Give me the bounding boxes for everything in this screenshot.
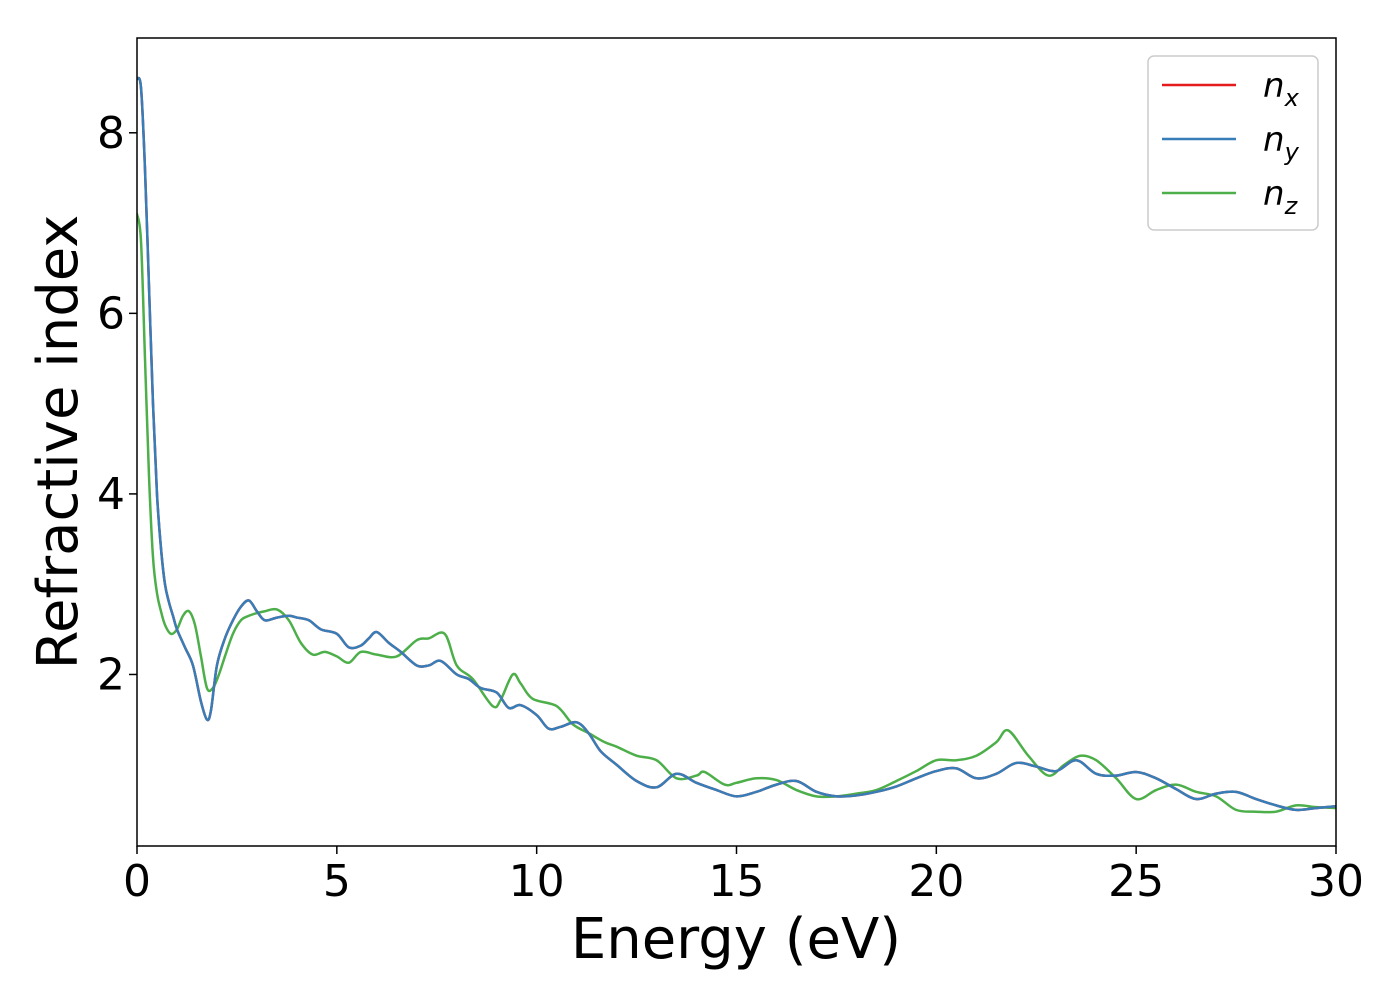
y-tick-label: 8	[97, 108, 125, 159]
legend: nx ny nz	[1147, 55, 1319, 231]
legend-box	[1147, 55, 1319, 231]
x-tick-label: 10	[509, 856, 565, 907]
y-tick-label: 6	[97, 288, 125, 339]
series-line-nz	[137, 212, 1336, 814]
x-tick-label: 15	[709, 856, 765, 907]
legend-label-nx: nx	[1263, 66, 1300, 112]
y-tick-label: 2	[97, 649, 125, 700]
legend-label-ny: ny	[1263, 120, 1300, 166]
x-axis: 0 5 10 15 20 25 30	[123, 846, 1364, 907]
x-tick-label: 0	[123, 856, 151, 907]
x-tick-label: 5	[323, 856, 351, 907]
y-tick-label: 4	[97, 469, 125, 520]
x-axis-title: Energy (eV)	[571, 907, 901, 972]
series-layer	[137, 76, 1336, 814]
y-axis-title: Refractive index	[26, 215, 91, 670]
x-tick-label: 30	[1308, 856, 1364, 907]
x-tick-label: 20	[908, 856, 964, 907]
series-line-ny	[137, 76, 1336, 812]
legend-label-nz: nz	[1263, 174, 1299, 220]
y-axis: 2 4 6 8	[97, 108, 137, 700]
x-tick-label: 25	[1108, 856, 1164, 907]
